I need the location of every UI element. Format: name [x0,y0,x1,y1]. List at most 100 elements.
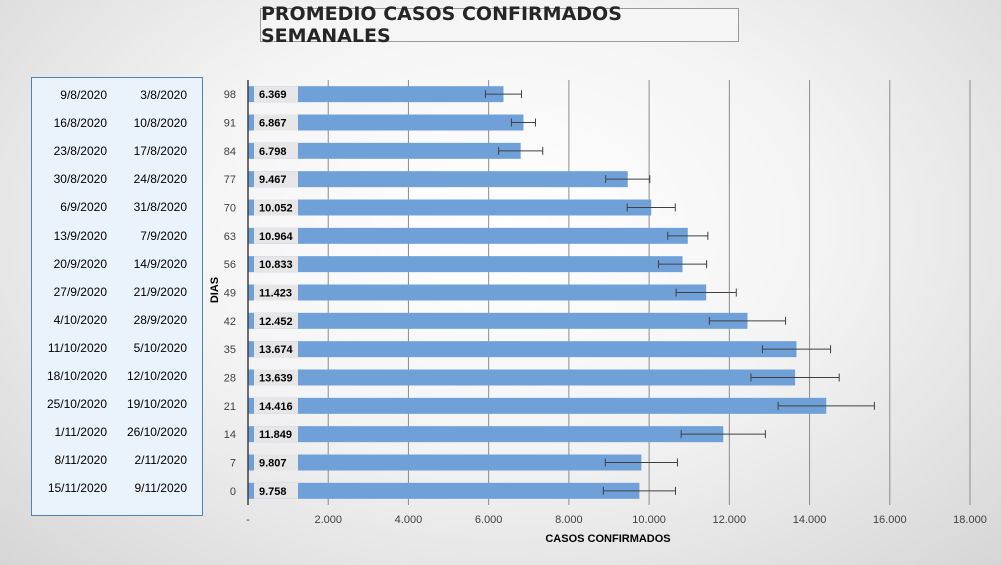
bar [248,256,683,273]
date-range-row: 30/8/2020 24/8/2020 [32,172,202,192]
data-label-bg [254,426,298,443]
date-range-end: 9/8/2020 [60,88,107,102]
data-label-bg [254,397,298,414]
y-tick-label: 35 [224,344,236,356]
data-label: 10.964 [259,231,294,243]
y-tick-label: 70 [224,203,236,215]
date-range-row: 18/10/2020 12/10/2020 [32,369,202,389]
data-label-bg [254,454,298,471]
date-range-end: 20/9/2020 [53,256,107,271]
date-range-end: 13/9/2020 [53,228,107,243]
data-label-bg [254,256,298,273]
date-range-row: 6/9/2020 31/8/2020 [32,200,202,220]
data-label: 10.833 [259,259,293,271]
bar [248,114,524,131]
data-label-bg [254,369,298,386]
chart-title: PROMEDIO CASOS CONFIRMADOS SEMANALES [260,3,739,47]
y-tick-label: 21 [224,401,236,413]
date-range-row: 8/11/2020 2/11/2020 [32,453,202,473]
date-range-start: 31/8/2020 [133,200,187,215]
y-tick-label: 28 [224,373,236,385]
data-label: 6.369 [259,89,287,101]
data-label: 14.416 [259,401,293,413]
x-tick-label: 14.000 [793,514,827,526]
data-label-bg [254,199,298,216]
y-tick-label: 84 [224,146,236,158]
data-label-bg [254,312,298,329]
y-tick-label: 77 [224,174,236,186]
date-range-end: 1/11/2020 [54,425,108,440]
x-tick-label: 16.000 [873,514,907,526]
data-label: 13.639 [259,373,293,385]
bar [248,397,827,414]
x-tick-label: 18.000 [953,514,987,526]
data-label: 13.674 [259,344,294,356]
date-range-start: 7/9/2020 [140,228,187,243]
date-range-start: 10/8/2020 [133,116,187,131]
date-range-start: 12/10/2020 [126,369,187,383]
y-tick-label: 91 [224,118,236,130]
bar [248,199,652,216]
bar [248,482,640,499]
data-label-bg [254,142,298,159]
bar [248,171,628,188]
data-label-bg [254,341,298,358]
x-axis-title: CASOS CONFIRMADOS [545,533,670,545]
date-range-row: 27/9/2020 21/9/2020 [32,285,202,305]
date-range-panel: 9/8/2020 3/8/2020 16/8/2020 10/8/2020 23/8/2… [31,77,203,516]
date-range-row: 23/8/2020 17/8/2020 [32,144,202,164]
date-range-row: 13/9/2020 7/9/2020 [32,229,202,249]
date-range-row: 4/10/2020 28/9/2020 [32,313,202,333]
date-range-row: 20/9/2020 14/9/2020 [32,257,202,277]
y-tick-label: 63 [224,231,236,243]
data-label: 9.758 [259,486,287,498]
date-range-end: 27/9/2020 [53,284,107,299]
bar [248,284,707,301]
date-range-row: 15/11/2020 9/11/2020 [32,481,202,501]
data-label-bg [254,171,298,188]
date-range-start: 2/11/2020 [134,453,188,468]
x-tick-label: 6.000 [475,514,503,526]
date-range-end: 16/8/2020 [53,116,107,131]
date-range-end: 15/11/2020 [47,481,107,496]
date-range-start: 14/9/2020 [133,256,187,271]
date-range-row: 25/10/2020 19/10/2020 [32,397,202,417]
date-range-end: 30/8/2020 [53,172,107,187]
data-label-bg [254,86,298,103]
data-label: 9.467 [259,174,287,186]
date-range-end: 25/10/2020 [46,397,107,412]
y-tick-label: 14 [224,429,236,441]
bar [248,142,521,159]
date-range-start: 24/8/2020 [133,172,187,187]
data-label: 9.807 [259,458,287,470]
x-tick-label: - [246,514,250,526]
data-label: 6.798 [259,146,287,158]
date-range-start: 5/10/2020 [133,340,187,355]
y-tick-label: 42 [224,316,236,328]
bar [248,341,797,358]
data-label: 12.452 [259,316,293,328]
bar [248,86,504,103]
date-range-row: 11/10/2020 5/10/2020 [32,341,202,361]
date-range-end: 8/11/2020 [54,453,108,468]
date-range-start: 3/8/2020 [140,88,187,102]
bar [248,426,724,443]
date-range-row: 1/11/2020 26/10/2020 [32,425,202,445]
date-range-end: 6/9/2020 [60,200,107,215]
x-tick-label: 10.000 [632,514,666,526]
data-label: 6.867 [259,118,287,130]
data-label-bg [254,482,298,499]
date-range-start: 21/9/2020 [133,284,187,299]
data-label: 11.849 [259,429,292,441]
date-range-row: 9/8/2020 3/8/2020 [32,88,202,108]
y-axis-title: DIAS [209,277,221,303]
date-range-start: 19/10/2020 [126,397,187,412]
x-tick-label: 2.000 [314,514,342,526]
data-label: 11.423 [259,288,292,300]
y-tick-label: 7 [230,458,236,470]
date-range-start: 26/10/2020 [126,425,187,440]
x-tick-label: 8.000 [555,514,583,526]
y-tick-label: 0 [230,486,236,498]
bar [248,369,796,386]
bar [248,454,642,471]
